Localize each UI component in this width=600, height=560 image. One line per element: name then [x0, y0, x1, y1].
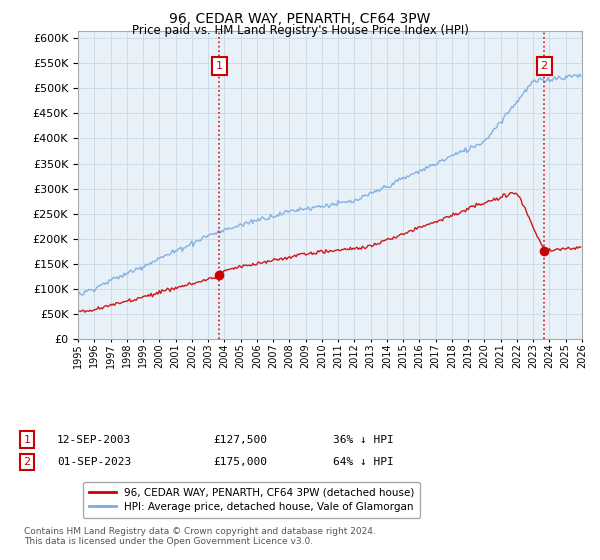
Legend: 96, CEDAR WAY, PENARTH, CF64 3PW (detached house), HPI: Average price, detached : 96, CEDAR WAY, PENARTH, CF64 3PW (detach… — [83, 482, 421, 519]
Text: 36% ↓ HPI: 36% ↓ HPI — [333, 435, 394, 445]
Text: 2: 2 — [541, 61, 548, 71]
Text: 64% ↓ HPI: 64% ↓ HPI — [333, 457, 394, 467]
Text: 2: 2 — [23, 457, 31, 467]
Text: 1: 1 — [23, 435, 31, 445]
Text: Contains HM Land Registry data © Crown copyright and database right 2024.
This d: Contains HM Land Registry data © Crown c… — [24, 526, 376, 546]
Text: £175,000: £175,000 — [213, 457, 267, 467]
Text: 12-SEP-2003: 12-SEP-2003 — [57, 435, 131, 445]
Text: 01-SEP-2023: 01-SEP-2023 — [57, 457, 131, 467]
Text: £127,500: £127,500 — [213, 435, 267, 445]
Text: 1: 1 — [216, 61, 223, 71]
Text: 96, CEDAR WAY, PENARTH, CF64 3PW: 96, CEDAR WAY, PENARTH, CF64 3PW — [169, 12, 431, 26]
Text: Price paid vs. HM Land Registry's House Price Index (HPI): Price paid vs. HM Land Registry's House … — [131, 24, 469, 37]
